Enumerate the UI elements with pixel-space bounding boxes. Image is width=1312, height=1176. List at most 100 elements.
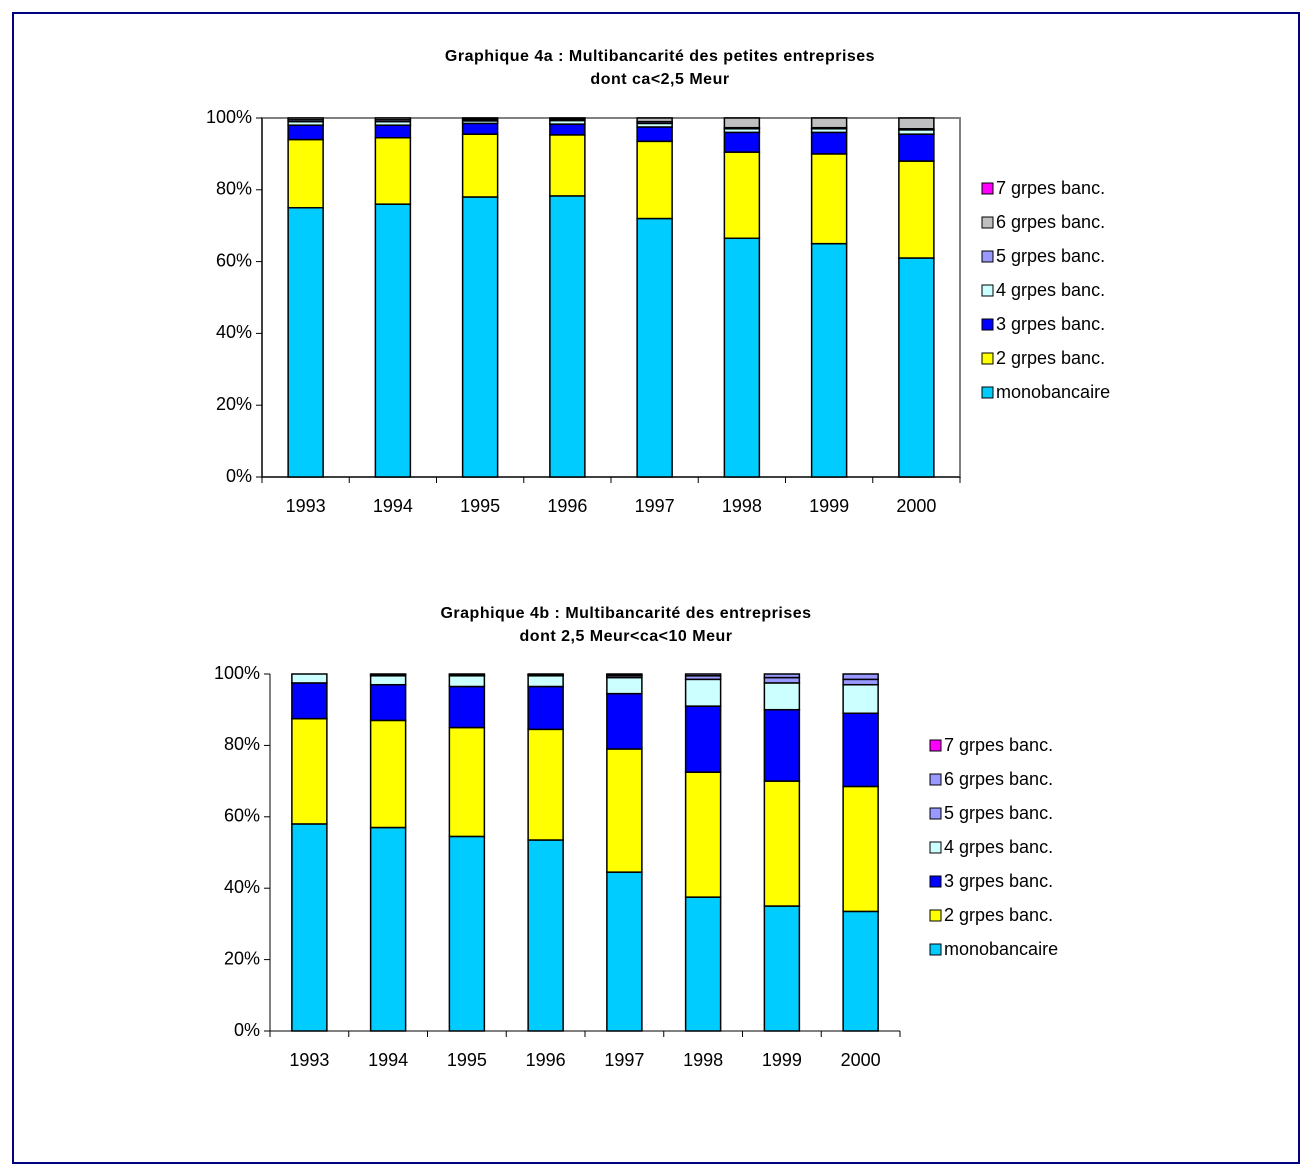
legend-label: 5 grpes banc.: [944, 803, 1053, 823]
bar-segment: [374, 117, 412, 121]
bar-segment: [287, 207, 324, 478]
x-tick-label: 1997: [604, 1050, 644, 1070]
bar-segment: [723, 131, 761, 153]
legend-swatch: [981, 182, 994, 195]
bar-segment: [374, 136, 412, 205]
legend-swatch: [929, 807, 942, 820]
x-tick-label: 1993: [286, 496, 326, 516]
bar-segment: [842, 712, 879, 788]
bar-segment: [606, 673, 643, 676]
bar-segment: [763, 905, 801, 1032]
bar-segment: [606, 676, 643, 695]
legend-label: monobancaire: [996, 382, 1110, 402]
bar-segment: [606, 692, 643, 750]
legend-swatch: [929, 909, 942, 922]
bar-segment: [374, 124, 412, 139]
bar-segment: [842, 785, 879, 913]
legend-swatch: [929, 841, 942, 854]
bar-segment: [448, 673, 486, 676]
bar-segment: [842, 673, 879, 681]
x-tick-label: 2000: [896, 496, 936, 516]
bar-segment: [842, 910, 879, 1032]
x-tick-label: 2000: [841, 1050, 881, 1070]
bar-segment: [369, 826, 407, 1032]
bar-segment: [527, 728, 564, 841]
bar-segment: [527, 839, 564, 1032]
legend-swatch: [929, 943, 942, 956]
legend-label: 2 grpes banc.: [996, 348, 1105, 368]
chart-title: Graphique 4a : Multibancarité des petite…: [445, 48, 875, 65]
chart-title: Graphique 4b : Multibancarité des entrep…: [440, 605, 811, 622]
bar-segment: [842, 683, 879, 715]
bar-segment: [291, 673, 328, 684]
y-tick-label: 20%: [224, 948, 260, 968]
bar-segment: [461, 133, 499, 198]
bar-segment: [606, 748, 643, 873]
bar-segment: [527, 673, 564, 676]
bar-segment: [287, 117, 324, 121]
bar-segment: [461, 196, 499, 478]
x-tick-label: 1997: [635, 496, 675, 516]
legend-label: 3 grpes banc.: [944, 871, 1053, 891]
y-tick-label: 60%: [216, 250, 252, 270]
y-tick-label: 0%: [234, 1020, 260, 1040]
y-tick-label: 0%: [226, 466, 252, 486]
x-tick-label: 1994: [373, 496, 413, 516]
bar-segment: [723, 117, 761, 129]
bar-segment: [684, 678, 722, 707]
legend-label: 4 grpes banc.: [944, 837, 1053, 857]
bar-segment: [723, 237, 761, 478]
bar-segment: [461, 122, 499, 135]
bar-segment: [369, 673, 407, 676]
bar-segment: [684, 771, 722, 898]
bar-segment: [898, 133, 935, 162]
bar-segment: [448, 726, 486, 838]
bar-segment: [549, 134, 586, 197]
legend-swatch: [981, 318, 994, 331]
x-tick-label: 1994: [368, 1050, 408, 1070]
legend-swatch: [929, 875, 942, 888]
x-tick-label: 1996: [547, 496, 587, 516]
bar-segment: [810, 153, 848, 245]
legend-label: 2 grpes banc.: [944, 905, 1053, 925]
bar-segment: [291, 682, 328, 720]
bar-segment: [448, 685, 486, 729]
bar-segment: [636, 217, 673, 478]
bar-segment: [549, 117, 586, 121]
bar-segment: [763, 676, 801, 684]
bar-segment: [461, 117, 499, 121]
bar-segment: [549, 195, 586, 478]
x-tick-label: 1995: [447, 1050, 487, 1070]
bar-segment: [684, 673, 722, 677]
bar-segment: [763, 708, 801, 782]
y-tick-label: 40%: [224, 877, 260, 897]
bar-segment: [287, 124, 324, 141]
x-tick-label: 1999: [762, 1050, 802, 1070]
bar-segment: [636, 117, 673, 123]
bar-segment: [763, 682, 801, 711]
chart-title: dont 2,5 Meur<ca<10 Meur: [520, 628, 733, 645]
x-tick-label: 1998: [683, 1050, 723, 1070]
bar-segment: [723, 151, 761, 240]
bar-segment: [291, 823, 328, 1032]
y-tick-label: 40%: [216, 322, 252, 342]
legend-swatch: [981, 250, 994, 263]
legend-swatch: [981, 352, 994, 365]
bar-segment: [291, 717, 328, 825]
legend-label: 4 grpes banc.: [996, 280, 1105, 300]
legend-swatch: [981, 386, 994, 399]
bar-segment: [527, 675, 564, 688]
bar-segment: [810, 242, 848, 478]
bar-segment: [898, 160, 935, 259]
bar-segment: [842, 678, 879, 686]
y-tick-label: 80%: [224, 734, 260, 754]
bar-segment: [684, 896, 722, 1032]
x-tick-label: 1998: [722, 496, 762, 516]
legend-swatch: [981, 284, 994, 297]
legend-label: 6 grpes banc.: [996, 212, 1105, 232]
bar-segment: [898, 257, 935, 478]
bar-segment: [527, 685, 564, 731]
bar-segment: [898, 117, 935, 130]
legend-label: 3 grpes banc.: [996, 314, 1105, 334]
bar-segment: [287, 138, 324, 209]
